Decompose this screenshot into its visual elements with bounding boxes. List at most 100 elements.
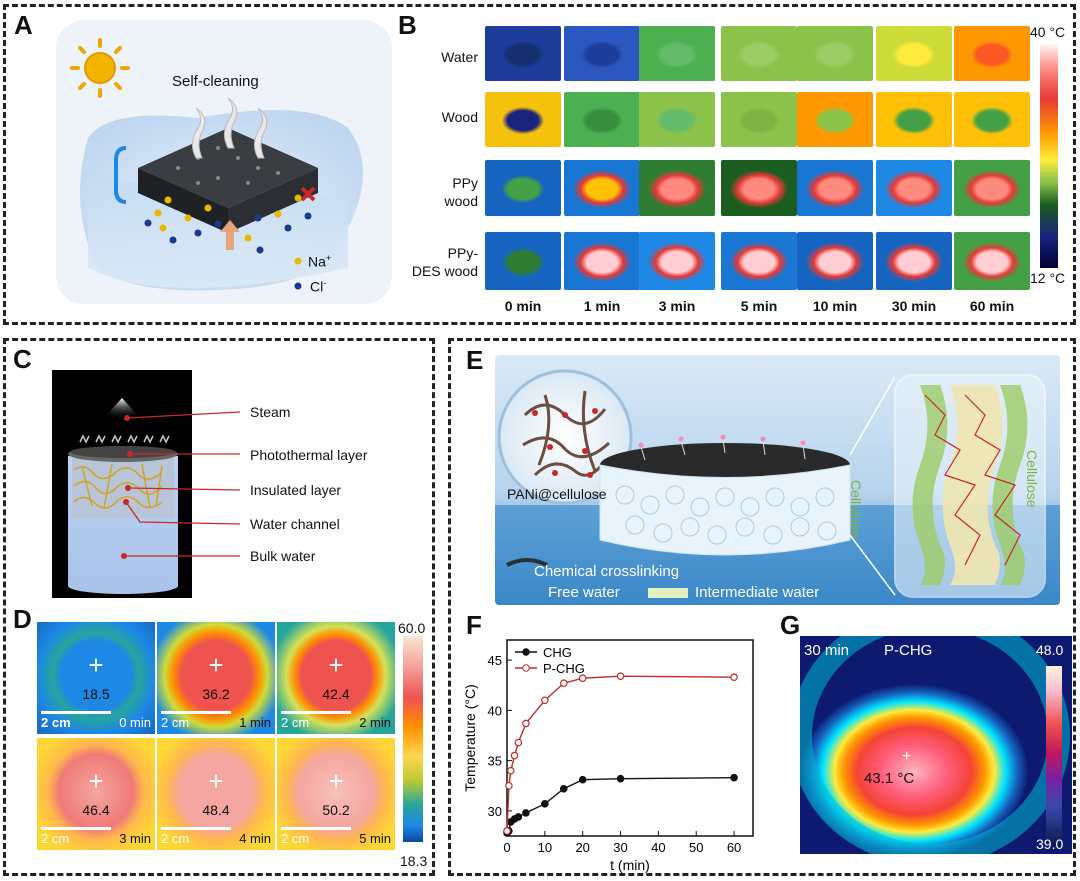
data-point-CHG xyxy=(514,813,523,821)
thermal-image-r2-c6 xyxy=(876,92,952,147)
thermal-image-r2-c7 xyxy=(954,92,1030,147)
thermal-image-r1-c3 xyxy=(639,26,715,81)
d-thermal-cell-2: +42.4 2 cm 2 min xyxy=(277,622,395,734)
thermal-image-r4-c5 xyxy=(797,232,873,290)
plot-frame xyxy=(506,639,754,837)
label-bulk-water: Bulk water xyxy=(250,548,316,564)
thermal-image-r4-c6 xyxy=(876,232,952,290)
panel-b-colorbar xyxy=(1040,42,1058,268)
series-line-CHG xyxy=(506,777,735,834)
d-temperature-value: 50.2 xyxy=(322,802,350,818)
evaporator-illustration xyxy=(56,20,392,304)
d-temperature-value: 36.2 xyxy=(202,686,230,702)
label-free-water: Free water xyxy=(548,584,620,601)
x-tick-label: 60 xyxy=(727,840,741,855)
thermal-image-r4-c1 xyxy=(485,232,561,290)
data-point-CHG xyxy=(578,775,587,784)
thermal-image-r3-c7 xyxy=(954,160,1030,216)
data-point-CHG xyxy=(541,800,549,808)
thermal-image-r3-c2 xyxy=(564,160,640,216)
d-scale-label: 2 cm xyxy=(41,715,71,730)
crosshair-icon: + xyxy=(328,650,344,680)
panel-e-letter: E xyxy=(466,345,484,375)
data-point-P-CHG xyxy=(730,673,738,681)
panel-g-ring xyxy=(800,636,1070,854)
y-tick-label: 40 xyxy=(488,703,502,718)
series-line-P-CHG xyxy=(506,675,735,832)
y-axis-label: Temperature (°C) xyxy=(462,684,478,792)
x-tick-label: 40 xyxy=(651,840,665,855)
d-thermal-cell-3: +46.4 2 cm 3 min xyxy=(37,738,155,850)
panel-c-letter: C xyxy=(13,344,32,374)
data-point-P-CHG xyxy=(505,781,513,790)
data-point-CHG xyxy=(522,809,530,817)
x-tick-label: 10 xyxy=(538,840,552,855)
data-point-P-CHG xyxy=(559,679,568,688)
panel-g-thermal-image: 30 min P-CHG + 43.1 °C 48.0 39.0 xyxy=(800,636,1072,854)
na-ion-label: Na+ xyxy=(308,253,332,270)
panel-f-letter: F xyxy=(466,610,482,640)
panel-c-leader-lines xyxy=(124,411,241,557)
y-tick-label: 45 xyxy=(488,653,502,668)
label-pani-cellulose: PANi@cellulose xyxy=(507,486,607,502)
d-thermal-cell-5: +50.2 2 cm 5 min xyxy=(277,738,395,850)
label-steam: Steam xyxy=(250,404,291,420)
d-thermal-cell-0: +18.5 2 cm 0 min xyxy=(37,622,155,734)
thermal-image-r3-c4 xyxy=(721,160,797,216)
label-intermediate-water: Intermediate water xyxy=(695,584,820,601)
thermal-image-r3-c6 xyxy=(876,160,952,216)
panel-g-sample: P-CHG xyxy=(884,642,933,659)
label-photothermal-layer: Photothermal layer xyxy=(250,447,368,463)
thermal-image-r4-c7 xyxy=(954,232,1030,290)
y-tick-label: 30 xyxy=(488,804,502,819)
panel-cd-frame xyxy=(3,338,435,876)
d-temperature-value: 48.4 xyxy=(202,802,230,818)
time-label-1: 1 min xyxy=(583,298,621,314)
y-tick-label: 35 xyxy=(488,754,502,769)
panel-b-scale-min: 12 °C xyxy=(1030,270,1066,286)
crosshair-icon: + xyxy=(88,650,104,680)
d-temperature-value: 42.4 xyxy=(322,686,350,702)
panel-d-scale-max: 60.0 xyxy=(398,620,426,636)
data-point-P-CHG xyxy=(514,738,523,747)
data-point-CHG xyxy=(730,773,738,782)
scale-bar xyxy=(161,711,231,714)
panel-g-colorbar xyxy=(1046,666,1062,846)
label-cellulose-right: Cellulose xyxy=(1024,450,1040,508)
scale-bar xyxy=(281,827,351,830)
crosshair-icon: + xyxy=(208,650,224,680)
legend-marker-CHG xyxy=(522,648,530,656)
panel-efg-frame xyxy=(448,338,1076,876)
thermal-image-r2-c3 xyxy=(639,92,715,147)
panel-g-value: 43.1 °C xyxy=(864,770,915,787)
scale-bar xyxy=(41,711,111,714)
row-label-ppy-wood: PPy wood xyxy=(444,175,478,209)
time-label-2: 3 min xyxy=(658,298,696,314)
panel-a-letter: A xyxy=(14,10,33,40)
d-scale-label: 2 cm xyxy=(161,715,190,730)
time-label-5: 30 min xyxy=(891,298,937,314)
row-label-wood: Wood xyxy=(441,109,478,125)
panel-d-letter: D xyxy=(13,604,32,634)
panel-g-letter: G xyxy=(780,610,801,640)
panel-g-scale-min: 39.0 xyxy=(1036,836,1064,852)
sun-icon xyxy=(70,38,130,98)
d-scale-label: 2 cm xyxy=(161,831,190,846)
time-label-6: 60 min xyxy=(969,298,1015,314)
d-scale-label: 2 cm xyxy=(281,715,310,730)
scale-bar xyxy=(161,827,231,830)
panel-g-crosshair: + xyxy=(902,748,912,765)
panel-a-illustration xyxy=(48,18,398,308)
x-tick-label: 50 xyxy=(689,840,703,855)
data-point-P-CHG xyxy=(503,827,511,835)
panel-ab-frame xyxy=(3,4,1076,325)
label-cellulose-left: Cellulose xyxy=(848,480,864,538)
crosshair-icon: + xyxy=(328,766,344,796)
d-time-label: 2 min xyxy=(359,715,391,730)
crosshair-icon: + xyxy=(88,766,104,796)
label-water-channel: Water channel xyxy=(250,516,340,532)
x-tick-label: 0 xyxy=(503,840,510,855)
d-time-label: 3 min xyxy=(119,831,151,846)
x-tick-label: 30 xyxy=(613,840,627,855)
panel-e-illustration xyxy=(495,355,1060,605)
